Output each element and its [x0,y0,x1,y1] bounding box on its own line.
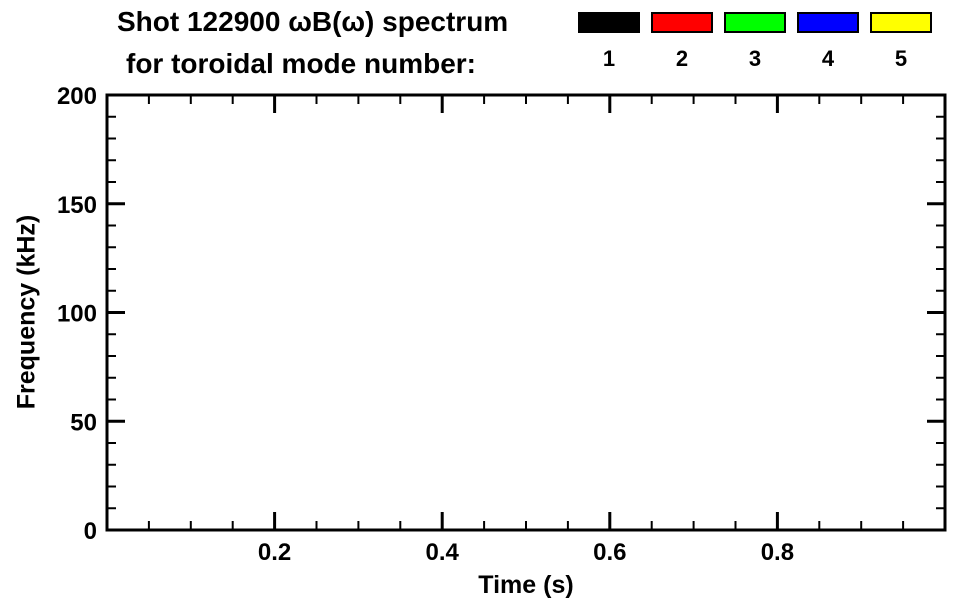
y-tick-label: 50 [70,409,97,436]
legend: 1 2 3 4 5 [578,12,932,72]
legend-item: 5 [870,12,932,72]
legend-swatch [724,12,786,33]
legend-label: 2 [675,46,689,71]
chart-title: Shot 122900 ωB(ω) spectrum [117,6,509,37]
legend-label: 5 [894,46,908,71]
x-tick-label: 0.4 [426,539,460,566]
x-tick-label: 0.2 [258,539,291,566]
y-tick-label: 0 [84,518,97,545]
legend-swatch [578,12,640,33]
x-tick-label: 0.6 [593,539,626,566]
legend-item: 4 [797,12,859,72]
legend-item: 2 [651,12,713,72]
y-tick-label: 200 [57,83,97,110]
y-tick-label: 100 [57,301,97,328]
plot-box [105,93,947,532]
legend-label: 4 [821,46,835,71]
legend-label: 1 [602,46,616,71]
legend-swatch [870,12,932,33]
x-axis-label: Time (s) [478,571,574,599]
legend-label: 3 [748,46,762,71]
y-tick-label: 150 [57,192,97,219]
legend-item: 3 [724,12,786,72]
legend-item: 1 [578,12,640,72]
legend-swatch [797,12,859,33]
legend-swatch [651,12,713,33]
chart-subtitle: for toroidal mode number: [126,48,476,79]
x-tick-label: 0.8 [761,539,794,566]
